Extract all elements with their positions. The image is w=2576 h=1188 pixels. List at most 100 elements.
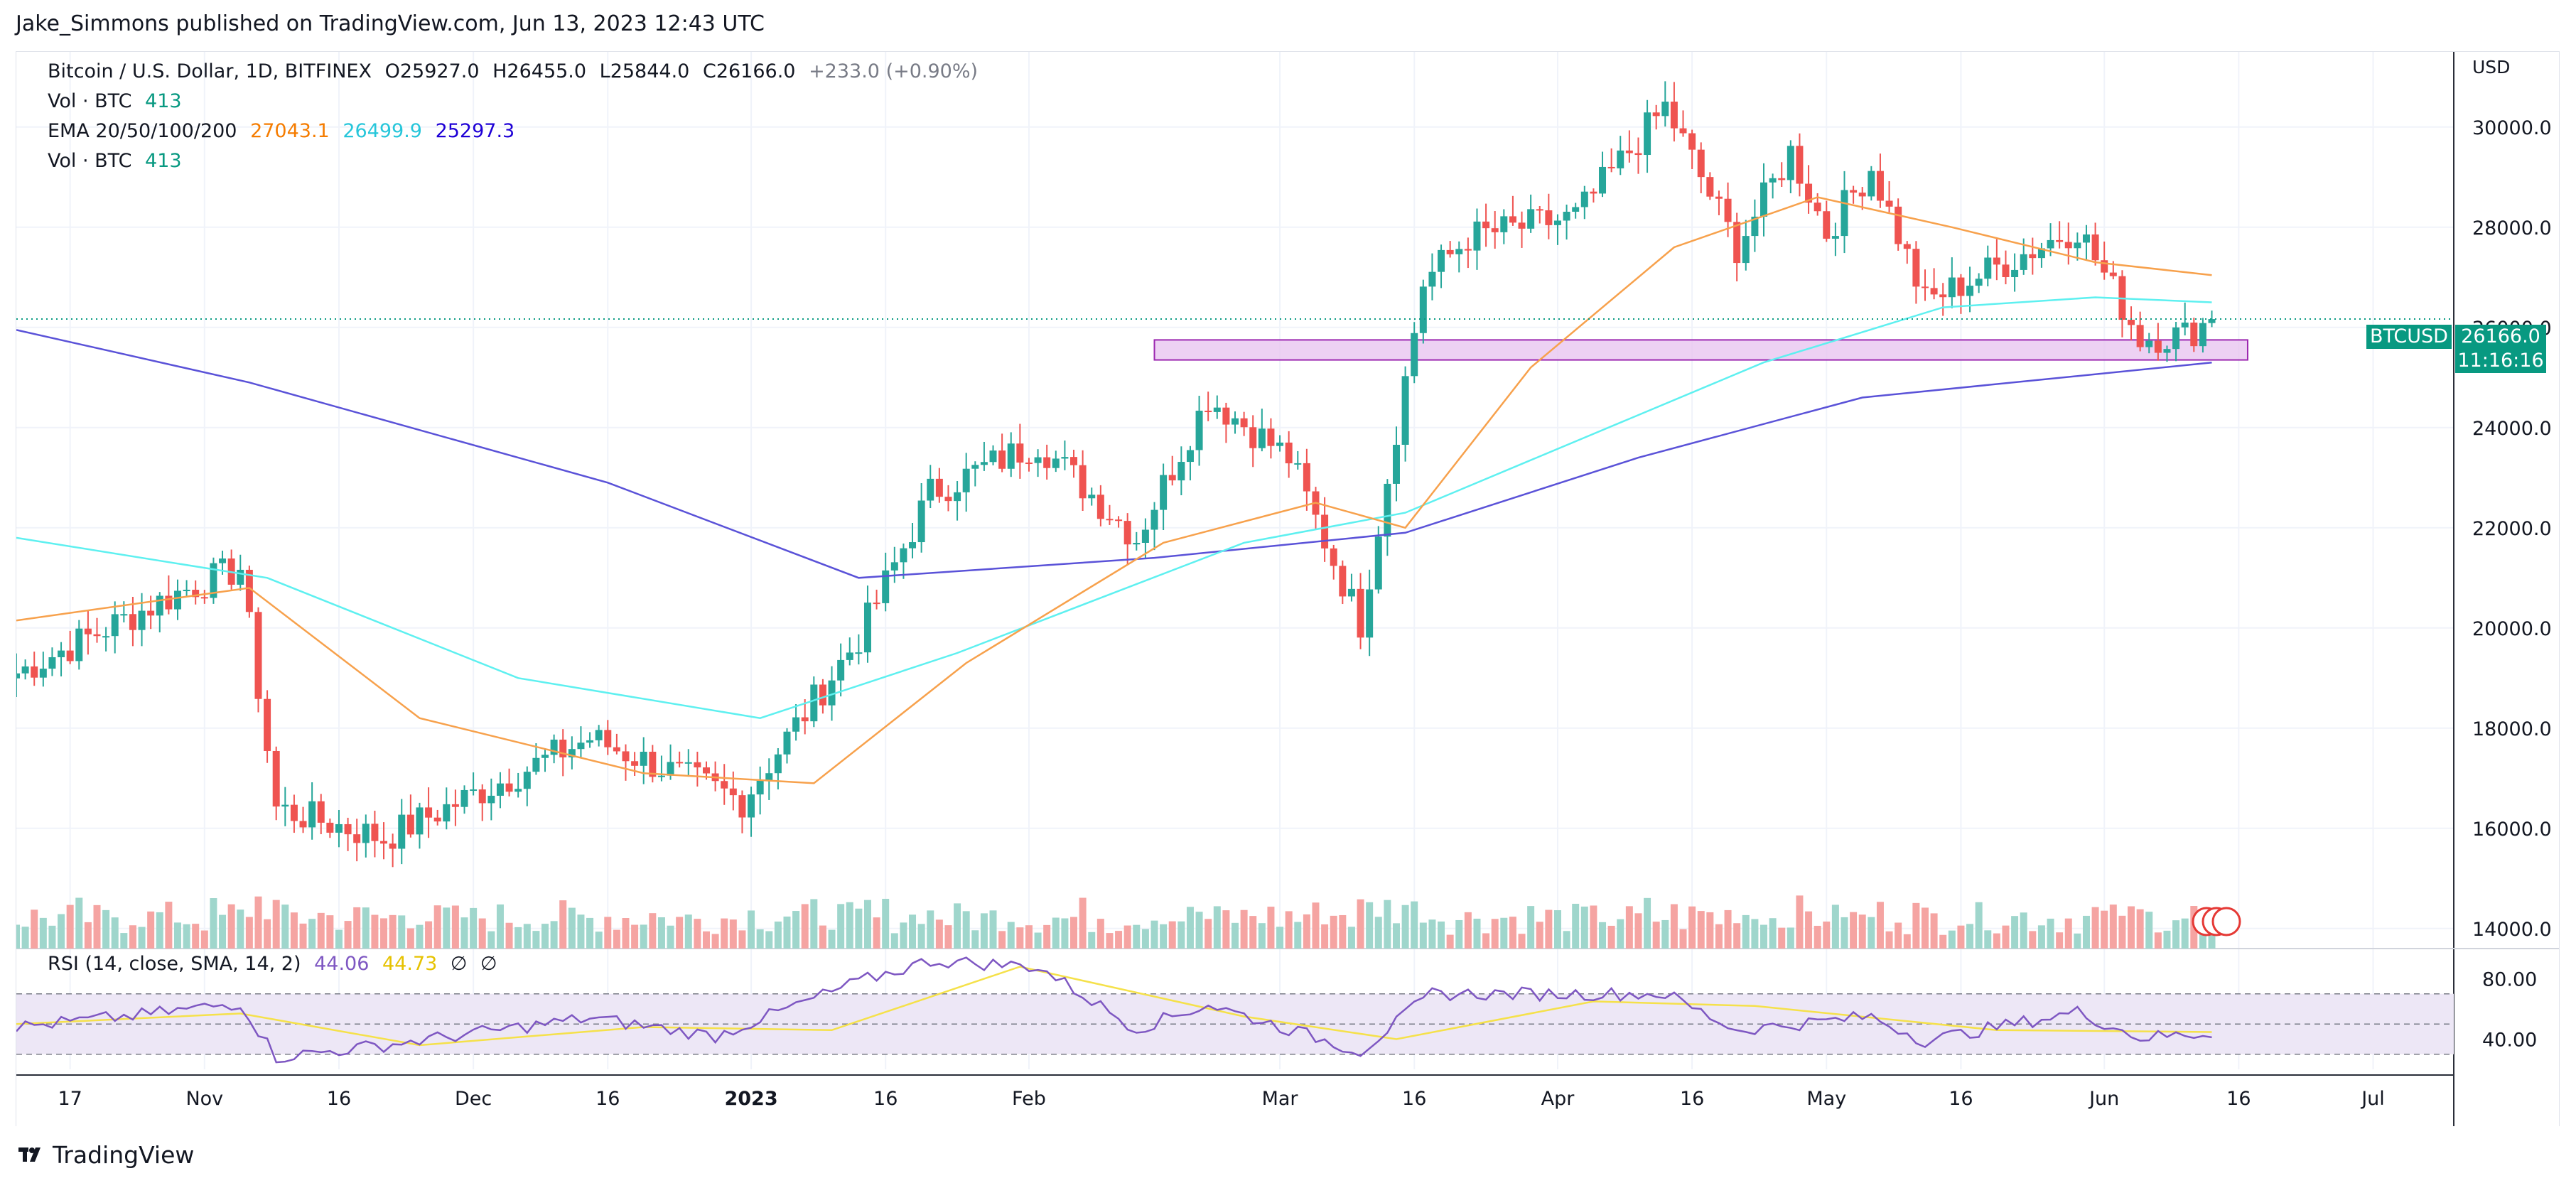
candle-body: [1572, 207, 1580, 212]
candle-body: [863, 603, 871, 653]
candle-body: [2172, 327, 2180, 350]
volume-bar: [1106, 933, 1114, 949]
candle-body: [819, 684, 826, 706]
candle-body: [550, 739, 558, 755]
volume-bar: [2172, 920, 2180, 949]
volume-bar: [237, 909, 244, 949]
chart-frame[interactable]: 30000.028000.026000.024000.022000.020000…: [16, 51, 2560, 1126]
volume-bar: [1634, 913, 1642, 949]
volume-bar: [1205, 919, 1212, 949]
candle-body: [1025, 463, 1033, 465]
brand[interactable]: TradingView: [17, 1140, 194, 1169]
volume-bar: [1823, 922, 1831, 949]
candle-body: [2128, 320, 2135, 325]
candle-body: [783, 731, 791, 755]
volume-bar: [75, 897, 83, 949]
price-tick-label: 22000.0: [2472, 518, 2552, 540]
volume-bar: [290, 912, 298, 949]
candle-body: [1509, 216, 1516, 223]
candle-body: [622, 751, 630, 762]
candle-body: [478, 789, 486, 804]
volume-bar: [998, 931, 1006, 949]
candle-body: [281, 804, 289, 807]
price-tick-label: 28000.0: [2472, 217, 2552, 239]
volume-bar: [111, 917, 119, 949]
volume-bar: [272, 900, 280, 949]
candle-body: [792, 717, 800, 732]
volume-bar: [1312, 902, 1320, 949]
volume-bar: [801, 904, 809, 949]
candle-body: [1205, 411, 1212, 413]
volume-bar: [406, 928, 414, 949]
volume-bar: [443, 907, 451, 949]
volume-bar: [882, 898, 890, 949]
volume-bar: [1160, 924, 1168, 949]
candle-body: [1652, 112, 1660, 117]
time-tick-label: Mar: [1262, 1088, 1299, 1110]
candle-body: [1168, 475, 1176, 481]
candle-body: [1446, 249, 1454, 254]
time-tick-label: 16: [327, 1088, 351, 1110]
legend-open: 25927.0: [399, 60, 480, 82]
candle-body: [1644, 112, 1651, 156]
candle-body: [1482, 221, 1490, 229]
candle-body: [443, 804, 451, 822]
candle-body: [1751, 216, 1759, 237]
volume-bar: [21, 927, 29, 949]
candle-body: [586, 740, 594, 743]
candle-body: [2154, 340, 2162, 353]
candle-body: [1715, 196, 1723, 199]
candle-body: [1787, 146, 1794, 180]
candle-body: [1455, 249, 1463, 254]
candle-body: [75, 628, 83, 662]
volume-bar: [568, 907, 576, 949]
volume-bar: [1912, 902, 1920, 949]
candle-body: [1374, 536, 1382, 590]
candle-body: [944, 497, 952, 502]
volume-bar: [1724, 909, 1732, 949]
volume-bar: [245, 917, 253, 949]
volume-bar: [2002, 925, 2010, 949]
chart-canvas[interactable]: 30000.028000.026000.024000.022000.020000…: [16, 52, 2559, 1126]
legend-rsi-na1: ∅: [450, 953, 468, 975]
volume-bar: [1760, 924, 1768, 949]
volume-bar: [1473, 918, 1481, 949]
volume-bar: [1464, 912, 1472, 949]
volume-bar: [147, 911, 155, 949]
countdown-tag: 11:16:16: [2455, 349, 2546, 373]
legend-ema50-value: 26499.9: [343, 120, 422, 142]
candle-body: [980, 462, 988, 465]
volume-bar: [1527, 906, 1535, 949]
volume-bar: [2101, 910, 2108, 949]
volume-bar: [1553, 910, 1561, 949]
volume-bar: [1177, 921, 1185, 949]
candle-body: [2029, 254, 2037, 259]
candle-body: [1823, 211, 1831, 239]
candle-body: [1150, 509, 1158, 530]
candle-body: [66, 650, 74, 662]
volume-bar: [1984, 930, 1992, 949]
volume-bar: [1213, 906, 1221, 949]
volume-bar: [84, 922, 92, 949]
candle-body: [801, 717, 809, 722]
volume-bar: [1195, 912, 1203, 949]
volume-bar: [640, 924, 647, 949]
candle-body: [1034, 457, 1042, 463]
rsi-sma-line: [16, 966, 2212, 1047]
volume-bar: [299, 923, 307, 949]
candle-body: [917, 500, 925, 543]
candle-body: [1599, 166, 1607, 194]
candle-body: [1016, 443, 1024, 463]
volume-bar: [676, 917, 684, 949]
candle-body: [1330, 548, 1337, 566]
candle-body: [245, 569, 253, 612]
candle-body: [1464, 249, 1472, 251]
volume-bar: [1993, 933, 2000, 949]
candle-body: [1294, 463, 1302, 465]
volume-bar: [1939, 934, 1947, 949]
volume-bar: [622, 918, 630, 949]
candle-body: [2074, 242, 2081, 249]
candle-body: [496, 783, 504, 796]
candle-body: [1123, 521, 1131, 545]
brand-name: TradingView: [53, 1140, 195, 1169]
